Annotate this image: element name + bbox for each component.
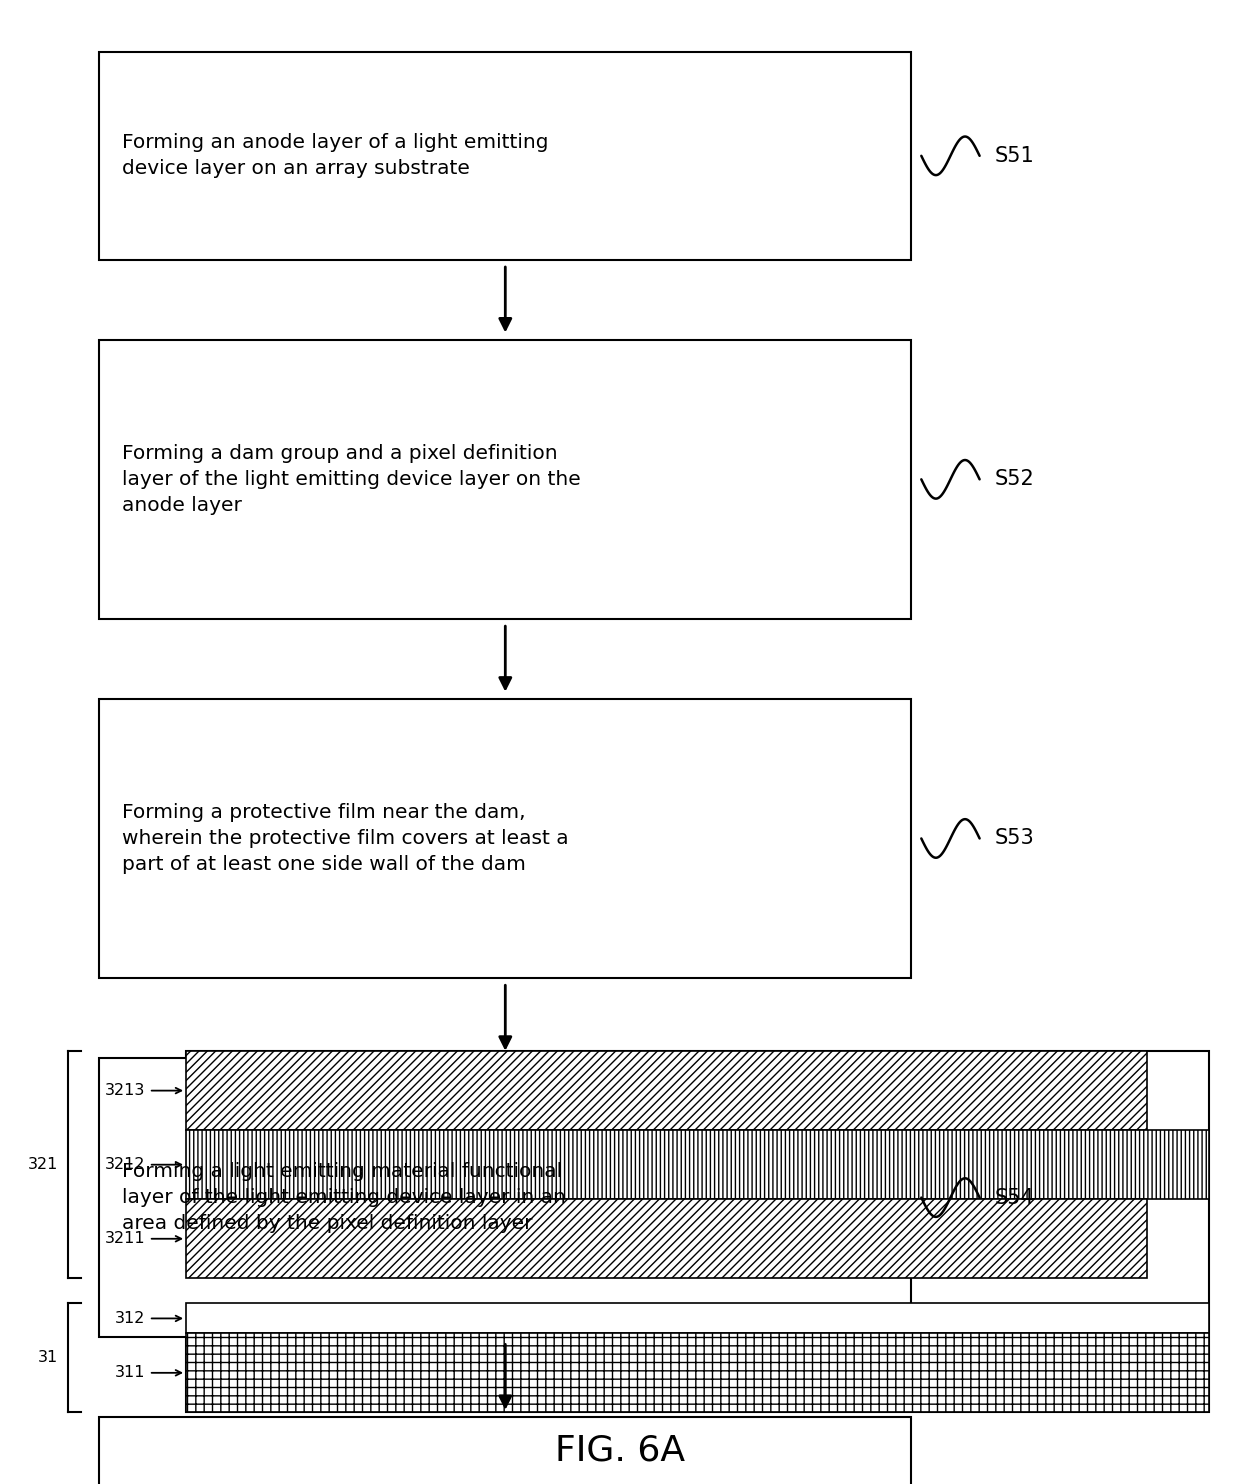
Text: 31: 31 bbox=[38, 1350, 58, 1365]
Text: Forming an anode layer of a light emitting
device layer on an array substrate: Forming an anode layer of a light emitti… bbox=[122, 134, 548, 178]
Text: 3212: 3212 bbox=[104, 1158, 145, 1172]
Text: 3213: 3213 bbox=[104, 1083, 145, 1098]
Text: 3211: 3211 bbox=[104, 1232, 145, 1247]
Text: Forming a light emitting material functional
layer of the light emitting device : Forming a light emitting material functi… bbox=[122, 1162, 565, 1233]
Text: S51: S51 bbox=[994, 145, 1034, 166]
Bar bbox=[186, 1129, 1209, 1199]
Bar bbox=[99, 699, 911, 978]
Bar bbox=[186, 1199, 1147, 1278]
Bar bbox=[186, 1051, 1209, 1413]
Text: S53: S53 bbox=[994, 828, 1034, 849]
Bar bbox=[186, 1303, 1209, 1334]
Bar bbox=[99, 340, 911, 619]
Text: FIG. 6A: FIG. 6A bbox=[556, 1434, 684, 1468]
Bar bbox=[99, 52, 911, 260]
Text: 311: 311 bbox=[114, 1365, 145, 1380]
Bar bbox=[99, 1058, 911, 1337]
Text: 312: 312 bbox=[115, 1310, 145, 1325]
Text: S54: S54 bbox=[994, 1187, 1034, 1208]
Text: Forming a dam group and a pixel definition
layer of the light emitting device la: Forming a dam group and a pixel definiti… bbox=[122, 444, 580, 515]
Bar bbox=[99, 1417, 911, 1484]
Text: Forming a protective film near the dam,
wherein the protective film covers at le: Forming a protective film near the dam, … bbox=[122, 803, 568, 874]
Bar bbox=[186, 1051, 1147, 1129]
Text: 321: 321 bbox=[29, 1158, 58, 1172]
Text: S52: S52 bbox=[994, 469, 1034, 490]
Bar bbox=[186, 1334, 1209, 1413]
